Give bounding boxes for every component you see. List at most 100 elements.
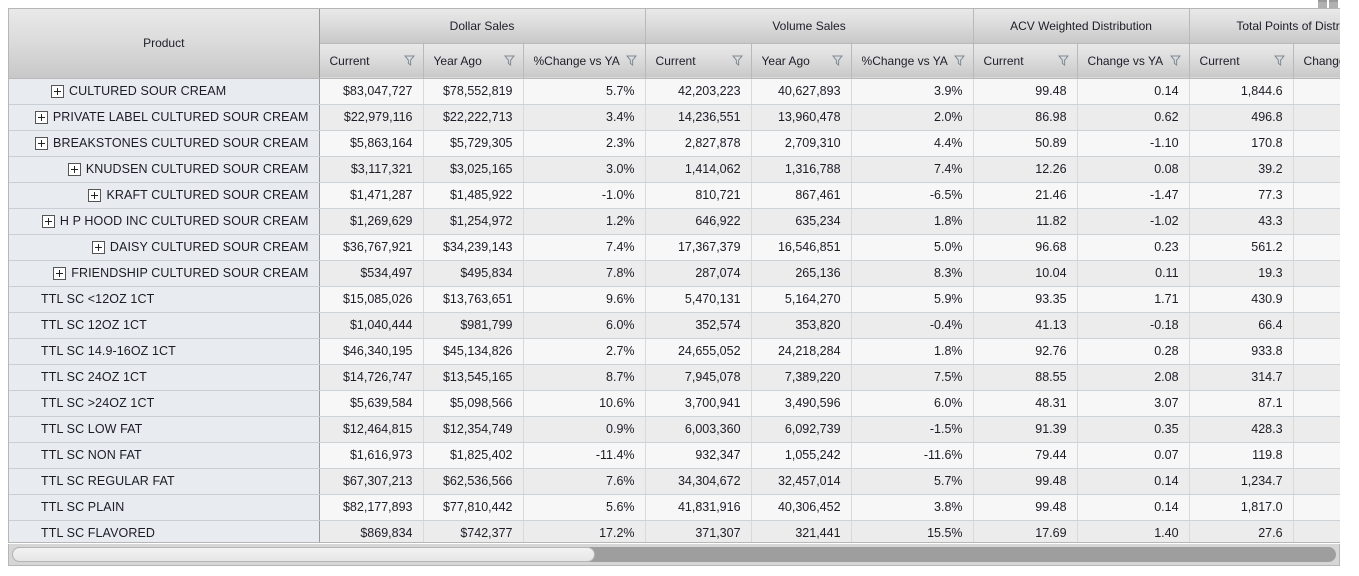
data-cell[interactable]: 39.2: [1188, 156, 1294, 183]
filter-funnel-icon[interactable]: [625, 55, 637, 66]
data-cell[interactable]: 17,367,379: [644, 234, 752, 261]
data-cell[interactable]: -0.4%: [851, 312, 974, 339]
column-group-dollar-sales[interactable]: Dollar Sales: [318, 9, 646, 44]
data-cell[interactable]: $34,239,143: [423, 234, 524, 261]
data-cell[interactable]: 6.0%: [851, 390, 974, 417]
data-cell[interactable]: 10.6%: [523, 390, 646, 417]
data-cell[interactable]: 428.3: [1188, 416, 1294, 443]
data-cell[interactable]: [1293, 182, 1340, 209]
data-cell[interactable]: 79.44: [972, 442, 1078, 469]
expand-plus-icon[interactable]: [41, 214, 55, 228]
data-cell[interactable]: 635,234: [751, 208, 852, 235]
data-cell[interactable]: [1293, 520, 1340, 542]
column-group-acv-weighted-distribution[interactable]: ACV Weighted Distribution: [972, 9, 1190, 44]
data-cell[interactable]: [1293, 442, 1340, 469]
data-cell[interactable]: $62,536,566: [423, 468, 524, 495]
product-cell[interactable]: TTL SC LOW FAT: [9, 416, 320, 443]
data-cell[interactable]: 3.8%: [851, 494, 974, 521]
data-cell[interactable]: 0.07: [1077, 442, 1190, 469]
data-cell[interactable]: 1,844.6: [1188, 78, 1294, 105]
data-cell[interactable]: 99.48: [972, 78, 1078, 105]
column-header-dollar-pct-change[interactable]: %Change vs YA: [523, 43, 646, 79]
corner-resize-icon[interactable]: [1318, 0, 1340, 10]
table-row[interactable]: TTL SC FLAVORED $869,834 $742,377 17.2% 371,…: [9, 520, 1340, 542]
filter-funnel-icon[interactable]: [403, 55, 415, 66]
data-cell[interactable]: 34,304,672: [644, 468, 752, 495]
data-cell[interactable]: 287,074: [644, 260, 752, 287]
data-cell[interactable]: 3,700,941: [644, 390, 752, 417]
data-cell[interactable]: 1,055,242: [751, 442, 852, 469]
filter-funnel-icon[interactable]: [1057, 55, 1069, 66]
data-cell[interactable]: [1293, 208, 1340, 235]
data-cell[interactable]: [1293, 312, 1340, 339]
data-cell[interactable]: 21.46: [972, 182, 1078, 209]
table-row[interactable]: TTL SC REGULAR FAT $67,307,213 $62,536,566…: [9, 468, 1340, 495]
data-cell[interactable]: [1293, 130, 1340, 157]
data-cell[interactable]: -1.0%: [523, 182, 646, 209]
product-cell[interactable]: TTL SC <12OZ 1CT: [9, 286, 320, 313]
data-cell[interactable]: 2.08: [1077, 364, 1190, 391]
data-cell[interactable]: $981,799: [423, 312, 524, 339]
data-cell[interactable]: 87.1: [1188, 390, 1294, 417]
data-cell[interactable]: $83,047,727: [318, 78, 424, 105]
expand-plus-icon[interactable]: [51, 84, 64, 98]
data-cell[interactable]: 7.4%: [851, 156, 974, 183]
data-cell[interactable]: 96.68: [972, 234, 1078, 261]
data-cell[interactable]: 7.4%: [523, 234, 646, 261]
data-cell[interactable]: 0.62: [1077, 104, 1190, 131]
data-cell[interactable]: $1,269,629: [318, 208, 424, 235]
data-cell[interactable]: 8.3%: [851, 260, 974, 287]
table-row[interactable]: KRAFT CULTURED SOUR CREAM $1,471,287 $1,48…: [9, 182, 1340, 209]
data-cell[interactable]: 0.14: [1077, 78, 1190, 105]
filter-funnel-icon[interactable]: [831, 55, 843, 66]
data-cell[interactable]: 5.7%: [523, 78, 646, 105]
data-cell[interactable]: 353,820: [751, 312, 852, 339]
data-cell[interactable]: 646,922: [644, 208, 752, 235]
data-cell[interactable]: 15.5%: [851, 520, 974, 542]
data-cell[interactable]: $3,025,165: [423, 156, 524, 183]
data-cell[interactable]: 2,709,310: [751, 130, 852, 157]
data-cell[interactable]: [1293, 78, 1340, 105]
product-cell[interactable]: FRIENDSHIP CULTURED SOUR CREAM: [9, 260, 320, 287]
data-cell[interactable]: 27.6: [1188, 520, 1294, 542]
data-cell[interactable]: 6,003,360: [644, 416, 752, 443]
data-cell[interactable]: 9.6%: [523, 286, 646, 313]
column-header-product[interactable]: Product: [9, 9, 320, 79]
data-cell[interactable]: $1,616,973: [318, 442, 424, 469]
scrollbar-track[interactable]: [12, 547, 1336, 562]
product-cell[interactable]: TTL SC PLAIN: [9, 494, 320, 521]
expand-plus-icon[interactable]: [91, 240, 105, 254]
column-group-total-points-of-distribution[interactable]: Total Points of Distributi: [1188, 9, 1340, 44]
data-cell[interactable]: 1.2%: [523, 208, 646, 235]
table-row[interactable]: TTL SC NON FAT $1,616,973 $1,825,402 -11.4%…: [9, 442, 1340, 469]
column-header-volume-pct-change[interactable]: %Change vs YA: [851, 43, 974, 79]
data-cell[interactable]: 24,218,284: [751, 338, 852, 365]
data-cell[interactable]: 7.6%: [523, 468, 646, 495]
data-cell[interactable]: 119.8: [1188, 442, 1294, 469]
data-cell[interactable]: [1293, 468, 1340, 495]
data-cell[interactable]: 3.07: [1077, 390, 1190, 417]
data-cell[interactable]: [1293, 156, 1340, 183]
data-cell[interactable]: 88.55: [972, 364, 1078, 391]
column-header-acv-current[interactable]: Current: [972, 43, 1078, 79]
data-cell[interactable]: 321,441: [751, 520, 852, 542]
table-row[interactable]: DAISY CULTURED SOUR CREAM $36,767,921 $34,…: [9, 234, 1340, 261]
data-cell[interactable]: $5,639,584: [318, 390, 424, 417]
data-cell[interactable]: 561.2: [1188, 234, 1294, 261]
data-cell[interactable]: 496.8: [1188, 104, 1294, 131]
horizontal-scrollbar[interactable]: [8, 544, 1340, 566]
data-cell[interactable]: $45,134,826: [423, 338, 524, 365]
data-cell[interactable]: $82,177,893: [318, 494, 424, 521]
data-cell[interactable]: 19.3: [1188, 260, 1294, 287]
data-cell[interactable]: 11.82: [972, 208, 1078, 235]
data-cell[interactable]: 40,627,893: [751, 78, 852, 105]
data-cell[interactable]: 91.39: [972, 416, 1078, 443]
data-cell[interactable]: 40,306,452: [751, 494, 852, 521]
data-cell[interactable]: 5.9%: [851, 286, 974, 313]
table-row[interactable]: BREAKSTONES CULTURED SOUR CREAM $5,863,16…: [9, 130, 1340, 157]
expand-plus-icon[interactable]: [53, 266, 67, 280]
data-cell[interactable]: $1,825,402: [423, 442, 524, 469]
data-cell[interactable]: $22,979,116: [318, 104, 424, 131]
data-cell[interactable]: 2,827,878: [644, 130, 752, 157]
data-cell[interactable]: -1.10: [1077, 130, 1190, 157]
